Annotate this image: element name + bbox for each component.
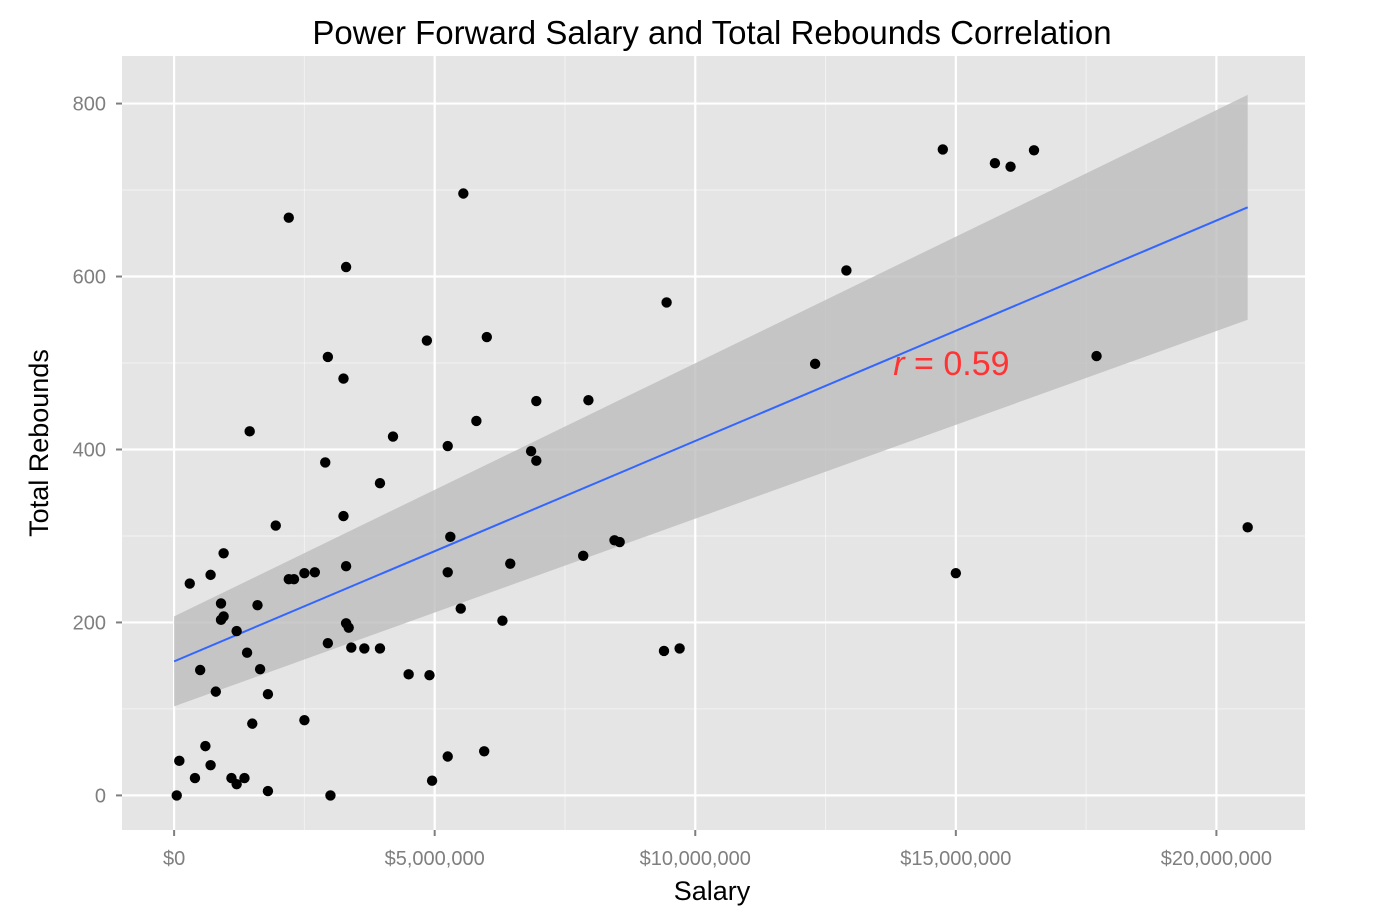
data-point (989, 158, 1001, 169)
x-tick-label: $0 (163, 848, 185, 870)
data-point (320, 457, 331, 468)
data-point (1091, 350, 1102, 362)
data-point (288, 574, 300, 585)
data-point (338, 373, 349, 384)
y-tick-label: 0 (95, 785, 106, 807)
data-point (442, 440, 453, 452)
data-point (442, 567, 453, 578)
x-tick-label: $10,000,000 (640, 848, 751, 870)
y-tick-label: 200 (73, 612, 106, 634)
data-point (174, 755, 185, 767)
data-point (471, 415, 482, 427)
data-point (1242, 522, 1253, 533)
regression-line (173, 206, 1249, 663)
data-point (578, 550, 589, 562)
data-point (171, 790, 182, 801)
x-tick-label: $15,000,000 (900, 848, 1011, 870)
data-point (338, 510, 349, 522)
chart-title: Power Forward Salary and Total Rebounds … (312, 14, 1111, 51)
data-point (374, 643, 386, 654)
data-point (674, 643, 685, 654)
data-point (950, 567, 962, 579)
data-point (218, 548, 229, 559)
r-value: = 0.59 (905, 345, 1010, 383)
data-point (1005, 161, 1016, 172)
data-point (309, 567, 321, 578)
correlation-annotation: r = 0.59 (893, 345, 1009, 383)
data-point (231, 778, 242, 790)
data-point (478, 746, 490, 757)
data-point (340, 261, 352, 273)
data-point (531, 395, 542, 407)
data-point (583, 394, 594, 406)
data-point (205, 759, 216, 771)
data-point (244, 426, 255, 437)
data-point (210, 686, 222, 697)
data-point (809, 358, 821, 370)
data-point (247, 718, 258, 729)
y-axis: 0 200 400 600 800 (73, 94, 122, 807)
data-point (215, 598, 227, 609)
confidence-band (174, 94, 1248, 707)
data-point (505, 558, 516, 569)
data-point (262, 689, 274, 700)
data-point (254, 663, 266, 675)
data-point (194, 664, 206, 676)
data-point (205, 569, 216, 581)
data-point (241, 647, 253, 658)
data-point (270, 520, 281, 531)
data-point (445, 531, 456, 543)
x-tick-label: $20,000,000 (1161, 848, 1272, 870)
data-point (525, 446, 537, 457)
data-point (262, 785, 274, 797)
data-point (481, 331, 493, 343)
data-point (531, 455, 542, 466)
data-point (661, 297, 672, 308)
y-tick-label: 800 (73, 94, 106, 116)
data-point (458, 188, 469, 199)
x-axis-title: Salary (674, 876, 751, 906)
data-point (340, 561, 352, 572)
data-point (359, 643, 370, 654)
data-point (614, 536, 625, 548)
data-point (325, 790, 336, 801)
data-point (346, 642, 357, 653)
data-point (283, 212, 294, 223)
y-tick-label: 400 (73, 439, 106, 461)
data-point (497, 615, 508, 626)
y-axis-title: Total Rebounds (24, 349, 54, 537)
data-point (299, 714, 310, 726)
data-point (424, 670, 435, 681)
data-point (374, 478, 386, 489)
data-point (322, 638, 334, 649)
data-point (200, 740, 211, 752)
data-point (455, 603, 466, 614)
data-point (1028, 145, 1040, 156)
data-point (421, 335, 433, 346)
data-points (171, 144, 1253, 801)
data-point (184, 578, 195, 589)
data-point (239, 772, 250, 784)
data-point (426, 775, 438, 786)
data-point (252, 599, 263, 611)
x-axis: $0 $5,000,000 $10,000,000 $15,000,000 $20,00… (163, 830, 1272, 870)
x-tick-label: $5,000,000 (385, 848, 485, 870)
data-point (841, 265, 852, 276)
data-point (231, 625, 242, 637)
data-point (322, 351, 334, 363)
data-point (403, 669, 414, 680)
data-point (343, 622, 354, 633)
y-tick-label: 600 (73, 267, 106, 289)
data-point (299, 567, 310, 579)
data-point (189, 772, 201, 784)
data-point (658, 645, 670, 657)
data-point (937, 144, 949, 155)
data-point (387, 431, 399, 442)
r-symbol: r (893, 345, 906, 383)
data-point (218, 611, 229, 622)
data-point (442, 751, 453, 762)
